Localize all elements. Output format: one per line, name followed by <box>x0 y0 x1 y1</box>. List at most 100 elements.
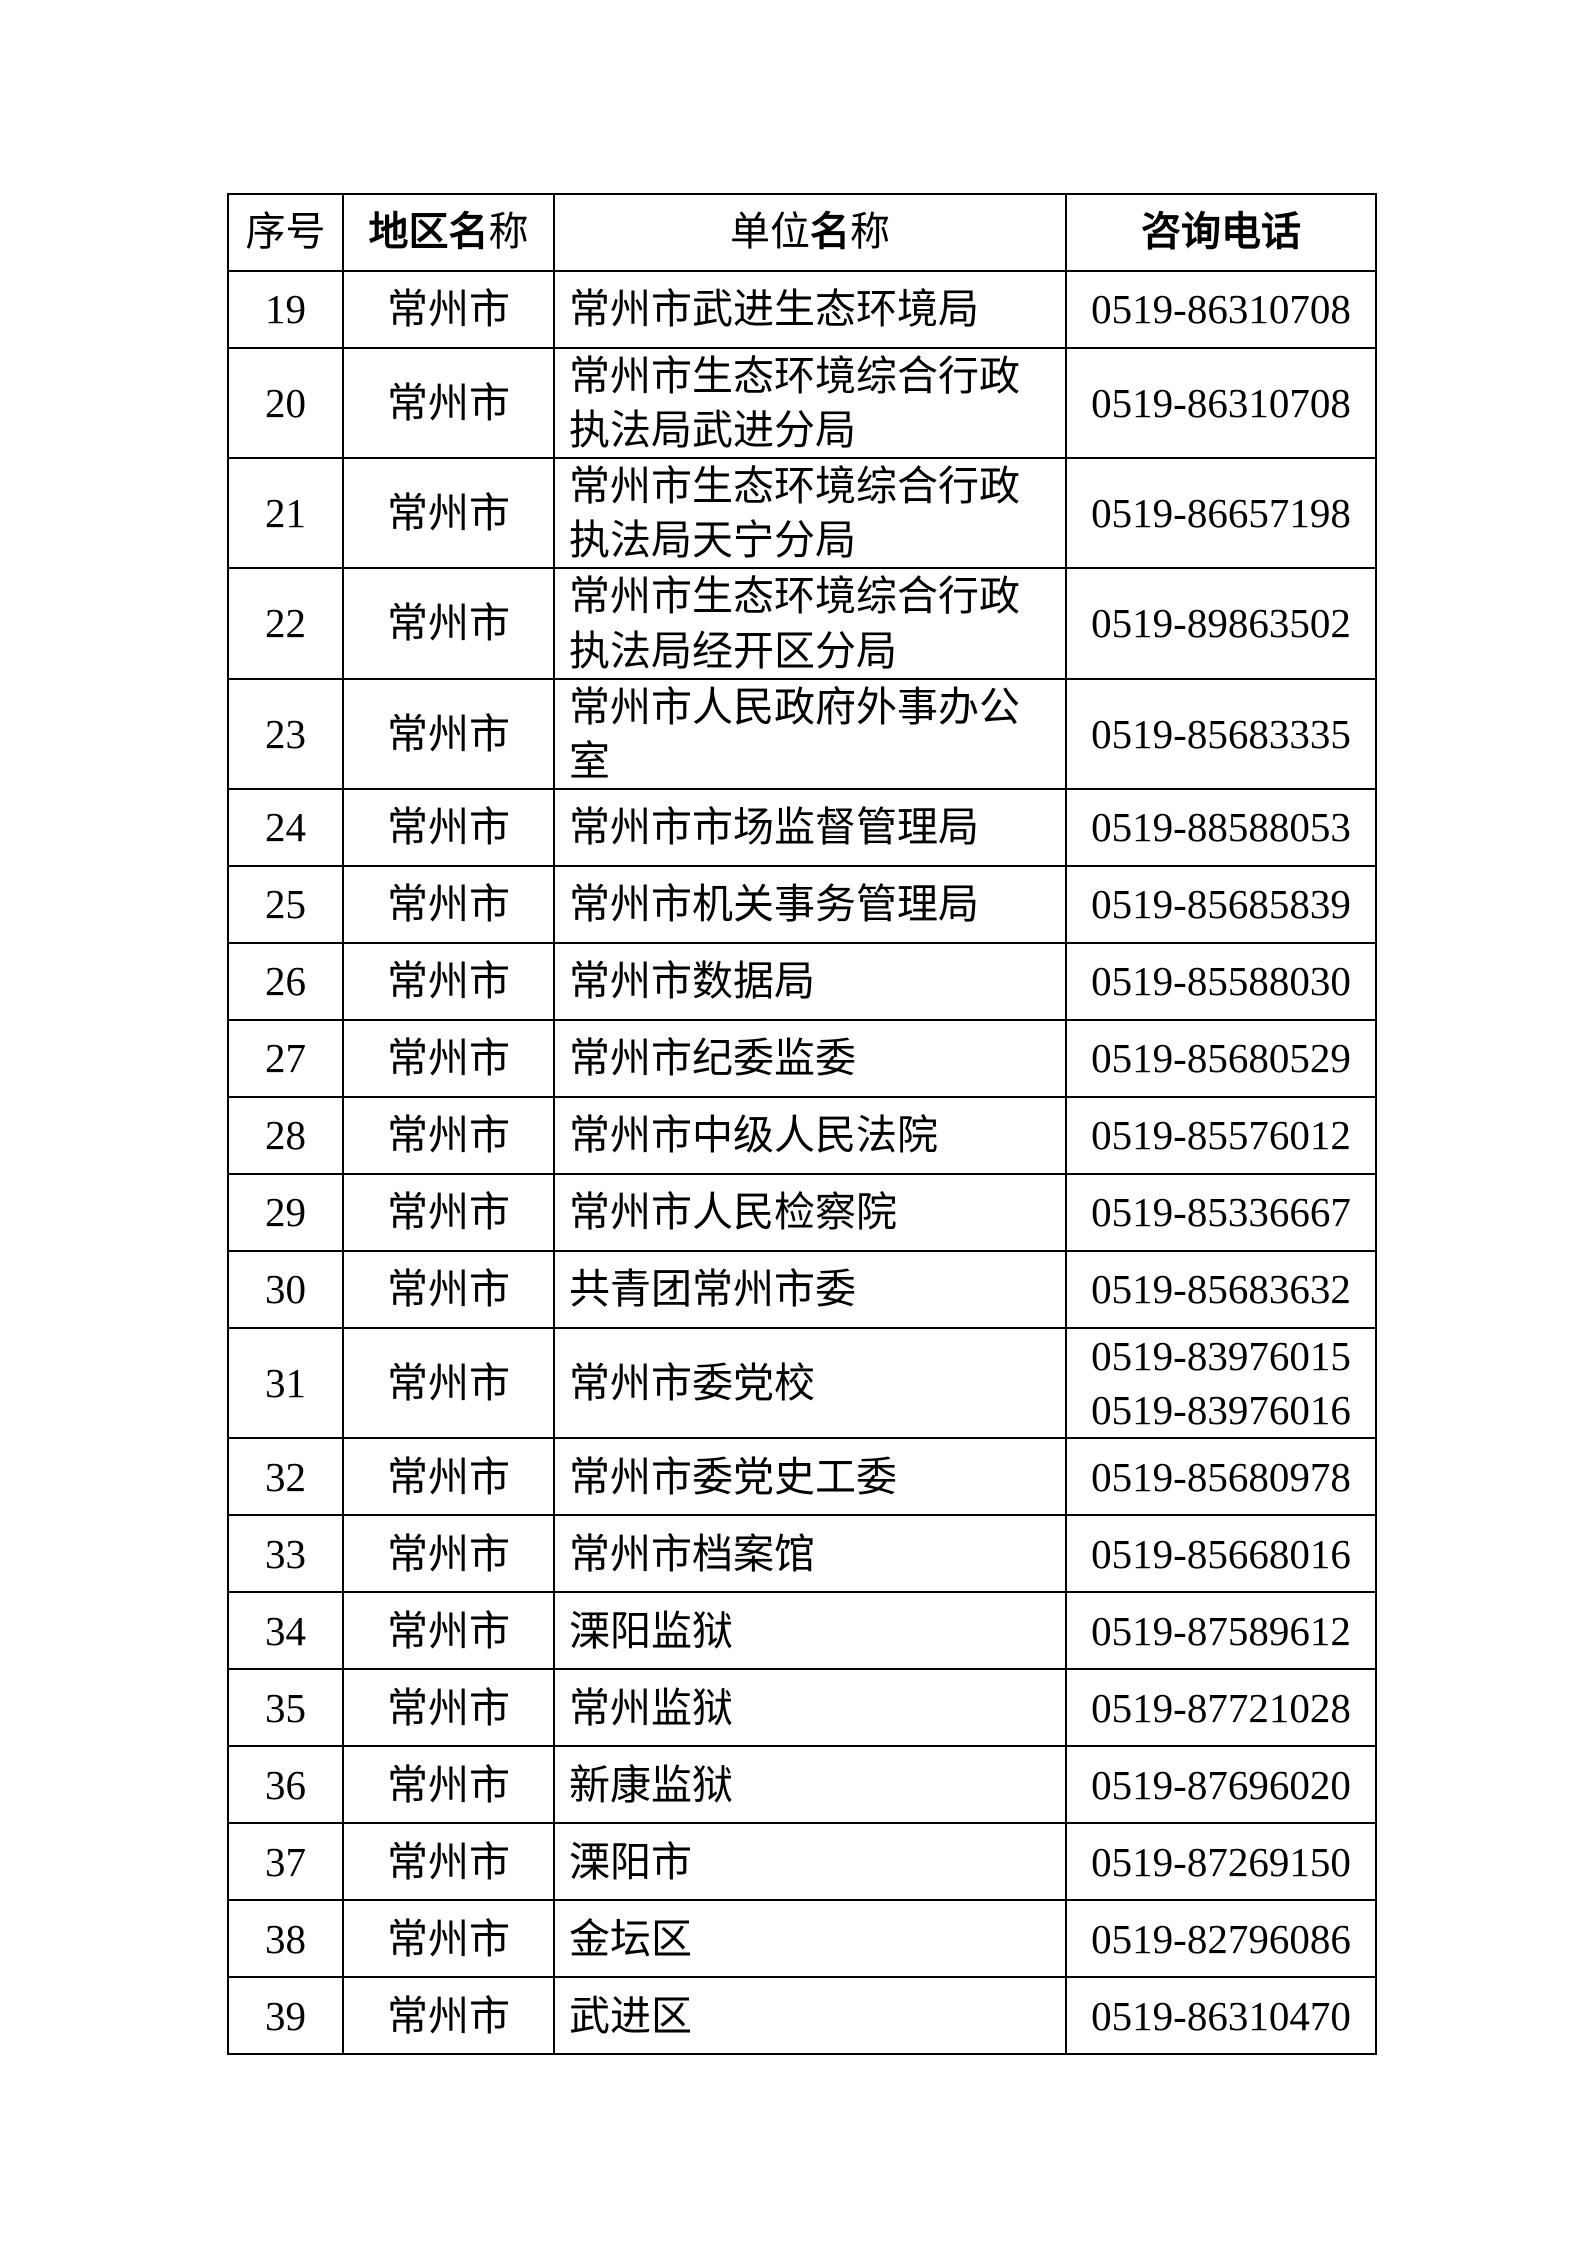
unit-cell: 常州市机关事务管理局 <box>553 864 1067 944</box>
region-cell: 常州市 <box>342 457 555 570</box>
phone-cell: 0519-87721028 <box>1065 1668 1377 1748</box>
table-row: 24 常州市 常州市市场监督管理局 0519-88588053 <box>227 787 1377 867</box>
unit-cell: 常州市生态环境综合行政执法局经开区分局 <box>553 567 1067 680</box>
region-cell: 常州市 <box>342 1514 555 1594</box>
seq-cell: 32 <box>227 1437 344 1517</box>
unit-cell: 常州市市场监督管理局 <box>553 787 1067 867</box>
phone-cell: 0519-87269150 <box>1065 1822 1377 1902</box>
phone-cell: 0519-85336667 <box>1065 1172 1377 1252</box>
region-cell: 常州市 <box>342 1249 555 1329</box>
phone-cell: 0519-85685839 <box>1065 864 1377 944</box>
region-cell: 常州市 <box>342 1668 555 1748</box>
header-region-label-rest: 称 <box>488 209 529 255</box>
region-cell: 常州市 <box>342 1899 555 1979</box>
table-row: 27 常州市 常州市纪委监委 0519-85680529 <box>227 1018 1377 1098</box>
unit-cell: 常州市委党校 <box>553 1326 1067 1440</box>
region-cell: 常州市 <box>342 1326 555 1440</box>
seq-cell: 31 <box>227 1326 344 1440</box>
unit-cell: 溧阳监狱 <box>553 1591 1067 1671</box>
unit-cell: 溧阳市 <box>553 1822 1067 1902</box>
header-seq: 序号 <box>227 193 344 272</box>
table-row: 21 常州市 常州市生态环境综合行政执法局天宁分局 0519-86657198 <box>227 457 1377 570</box>
header-phone-label: 咨询电话 <box>1141 210 1301 255</box>
phone-cell: 0519-86310470 <box>1065 1976 1377 2056</box>
header-unit-label-bold: 名 <box>810 210 850 255</box>
table-row: 39 常州市 武进区 0519-86310470 <box>227 1976 1377 2056</box>
table-row: 33 常州市 常州市档案馆 0519-85668016 <box>227 1514 1377 1594</box>
region-cell: 常州市 <box>342 1591 555 1671</box>
table-row: 29 常州市 常州市人民检察院 0519-85336667 <box>227 1172 1377 1252</box>
seq-cell: 25 <box>227 864 344 944</box>
region-cell: 常州市 <box>342 864 555 944</box>
phone-cell: 0519-83976015 0519-83976016 <box>1065 1326 1377 1440</box>
seq-cell: 28 <box>227 1095 344 1175</box>
region-cell: 常州市 <box>342 1745 555 1825</box>
contact-phone-table: 序号 地区名称 单位名称 咨询电话 19 常州市 常州市武进生态环境局 0519… <box>227 193 1377 2056</box>
region-cell: 常州市 <box>342 1172 555 1252</box>
unit-cell: 常州市纪委监委 <box>553 1018 1067 1098</box>
seq-cell: 26 <box>227 941 344 1021</box>
header-unit: 单位名称 <box>553 193 1067 272</box>
region-cell: 常州市 <box>342 1018 555 1098</box>
phone-cell: 0519-87589612 <box>1065 1591 1377 1671</box>
table-row: 31 常州市 常州市委党校 0519-83976015 0519-8397601… <box>227 1326 1377 1440</box>
seq-cell: 36 <box>227 1745 344 1825</box>
unit-cell: 常州市人民检察院 <box>553 1172 1067 1252</box>
header-region: 地区名称 <box>342 193 555 272</box>
phone-cell: 0519-85588030 <box>1065 941 1377 1021</box>
region-cell: 常州市 <box>342 1095 555 1175</box>
region-cell: 常州市 <box>342 1976 555 2056</box>
phone-cell: 0519-87696020 <box>1065 1745 1377 1825</box>
seq-cell: 22 <box>227 567 344 680</box>
table-row: 35 常州市 常州监狱 0519-87721028 <box>227 1668 1377 1748</box>
table-row: 28 常州市 常州市中级人民法院 0519-85576012 <box>227 1095 1377 1175</box>
unit-cell: 常州市中级人民法院 <box>553 1095 1067 1175</box>
unit-cell: 常州市委党史工委 <box>553 1437 1067 1517</box>
seq-cell: 20 <box>227 346 344 460</box>
header-unit-label-rest: 称 <box>850 209 890 255</box>
seq-cell: 19 <box>227 270 344 349</box>
unit-cell: 金坛区 <box>553 1899 1067 1979</box>
unit-cell: 武进区 <box>553 1976 1067 2056</box>
phone-cell: 0519-85683632 <box>1065 1249 1377 1329</box>
header-unit-label-pre: 单位 <box>730 209 810 255</box>
phone-cell: 0519-85668016 <box>1065 1514 1377 1594</box>
region-cell: 常州市 <box>342 346 555 460</box>
table-row: 32 常州市 常州市委党史工委 0519-85680978 <box>227 1437 1377 1517</box>
unit-cell: 共青团常州市委 <box>553 1249 1067 1329</box>
unit-cell: 常州监狱 <box>553 1668 1067 1748</box>
table-row: 30 常州市 共青团常州市委 0519-85683632 <box>227 1249 1377 1329</box>
unit-cell: 新康监狱 <box>553 1745 1067 1825</box>
phone-cell: 0519-85683335 <box>1065 677 1377 790</box>
unit-cell: 常州市生态环境综合行政执法局天宁分局 <box>553 457 1067 570</box>
region-cell: 常州市 <box>342 677 555 790</box>
unit-cell: 常州市生态环境综合行政执法局武进分局 <box>553 346 1067 460</box>
phone-cell: 0519-85576012 <box>1065 1095 1377 1175</box>
unit-cell: 常州市人民政府外事办公室 <box>553 677 1067 790</box>
header-row: 序号 地区名称 单位名称 咨询电话 <box>227 193 1377 272</box>
region-cell: 常州市 <box>342 787 555 867</box>
seq-cell: 35 <box>227 1668 344 1748</box>
seq-cell: 38 <box>227 1899 344 1979</box>
region-cell: 常州市 <box>342 270 555 349</box>
phone-cell: 0519-86310708 <box>1065 270 1377 349</box>
unit-cell: 常州市档案馆 <box>553 1514 1067 1594</box>
table-row: 34 常州市 溧阳监狱 0519-87589612 <box>227 1591 1377 1671</box>
table-row: 26 常州市 常州市数据局 0519-85588030 <box>227 941 1377 1021</box>
table-row: 25 常州市 常州市机关事务管理局 0519-85685839 <box>227 864 1377 944</box>
table-row: 37 常州市 溧阳市 0519-87269150 <box>227 1822 1377 1902</box>
region-cell: 常州市 <box>342 567 555 680</box>
table-row: 23 常州市 常州市人民政府外事办公室 0519-85683335 <box>227 677 1377 790</box>
region-cell: 常州市 <box>342 941 555 1021</box>
seq-cell: 39 <box>227 1976 344 2056</box>
seq-cell: 23 <box>227 677 344 790</box>
phone-cell: 0519-85680978 <box>1065 1437 1377 1517</box>
unit-cell: 常州市武进生态环境局 <box>553 270 1067 349</box>
unit-cell: 常州市数据局 <box>553 941 1067 1021</box>
phone-cell: 0519-85680529 <box>1065 1018 1377 1098</box>
table-row: 36 常州市 新康监狱 0519-87696020 <box>227 1745 1377 1825</box>
seq-cell: 37 <box>227 1822 344 1902</box>
header-seq-label: 序号 <box>245 209 326 255</box>
table-row: 22 常州市 常州市生态环境综合行政执法局经开区分局 0519-89863502 <box>227 567 1377 680</box>
